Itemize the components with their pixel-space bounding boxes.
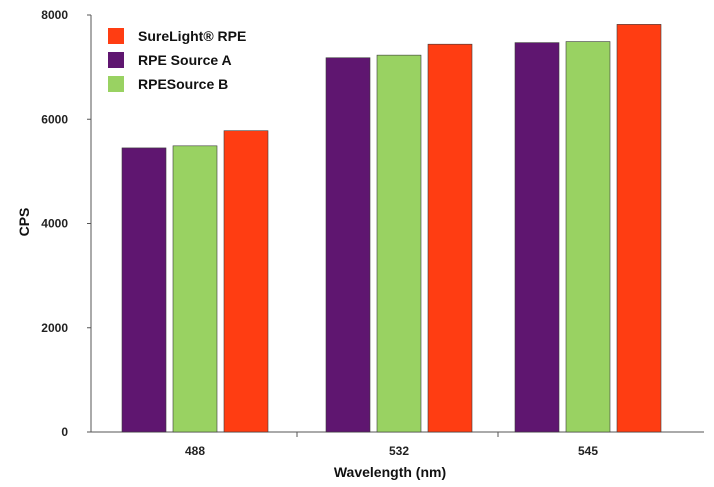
bars (121, 24, 662, 433)
bar (376, 54, 422, 433)
bar (325, 57, 371, 433)
bar (427, 43, 473, 433)
y-ticks: 0 2000 4000 6000 8000 (41, 8, 91, 439)
y-tick-label: 2000 (41, 321, 68, 335)
x-tick-label: 532 (389, 444, 409, 458)
y-tick-label: 0 (61, 425, 68, 439)
y-tick-label: 6000 (41, 112, 68, 126)
x-tick-label: 488 (185, 444, 205, 458)
y-tick-label: 8000 (41, 8, 68, 22)
legend-swatch (108, 28, 124, 44)
x-tick-label: 545 (578, 444, 598, 458)
y-axis-title: CPS (16, 208, 32, 237)
bar (121, 147, 167, 433)
legend-label: SureLight® RPE (138, 28, 246, 44)
legend-swatch (108, 52, 124, 68)
y-tick-label: 4000 (41, 217, 68, 231)
legend-swatch (108, 76, 124, 92)
bar (223, 130, 269, 433)
legend: SureLight® RPE RPE Source A RPESource B (108, 28, 246, 92)
legend-label: RPE Source A (138, 52, 232, 68)
x-axis-title: Wavelength (nm) (334, 464, 446, 480)
bar (514, 42, 560, 433)
bar (616, 24, 662, 433)
bar (172, 145, 218, 433)
bar (565, 41, 611, 433)
x-ticks: 488 532 545 (185, 432, 598, 458)
plot-area: 0 2000 4000 6000 8000 488 532 545 (41, 8, 704, 458)
legend-label: RPESource B (138, 76, 228, 92)
